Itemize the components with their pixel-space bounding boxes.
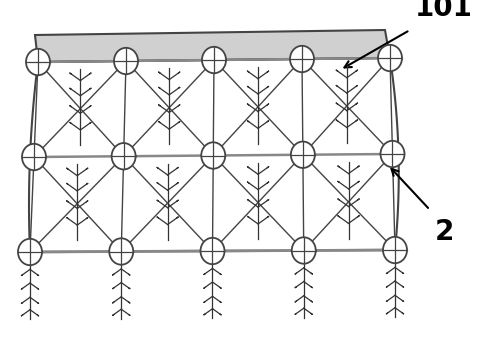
Text: 101: 101 xyxy=(415,0,473,22)
Ellipse shape xyxy=(290,46,314,72)
Ellipse shape xyxy=(291,141,315,168)
Ellipse shape xyxy=(202,47,226,73)
Ellipse shape xyxy=(378,45,402,71)
Ellipse shape xyxy=(201,142,225,169)
Ellipse shape xyxy=(383,237,407,263)
Ellipse shape xyxy=(292,237,316,264)
Ellipse shape xyxy=(26,49,50,75)
Ellipse shape xyxy=(114,48,138,74)
Polygon shape xyxy=(35,30,390,62)
Ellipse shape xyxy=(380,141,404,167)
Ellipse shape xyxy=(18,239,42,265)
Ellipse shape xyxy=(200,238,224,264)
Ellipse shape xyxy=(22,144,46,170)
Ellipse shape xyxy=(112,143,136,170)
Ellipse shape xyxy=(109,238,133,265)
Text: 2: 2 xyxy=(435,218,454,246)
